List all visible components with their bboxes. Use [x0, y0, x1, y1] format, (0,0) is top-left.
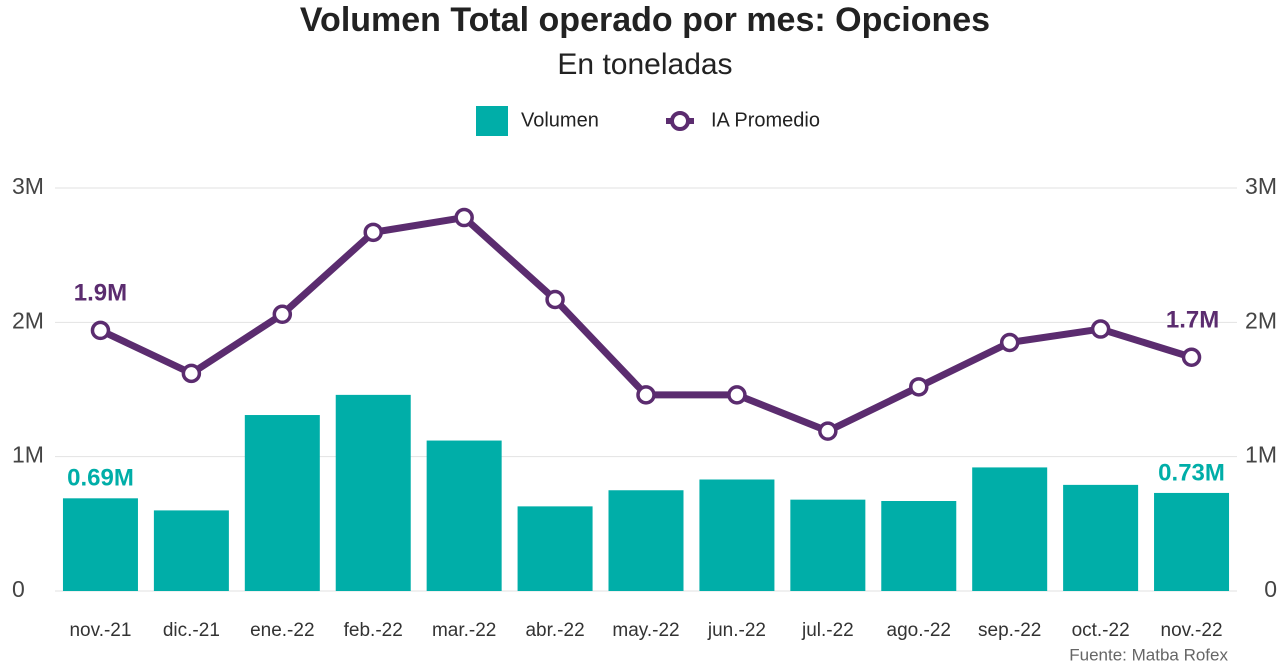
point	[90, 320, 111, 341]
x-tick-label: abr.-22	[525, 620, 584, 641]
point	[1181, 347, 1202, 368]
bar	[244, 415, 320, 591]
chart-title: Volumen Total operado por mes: Opciones	[300, 1, 990, 39]
bar	[881, 500, 957, 591]
point	[363, 222, 383, 243]
y-tick-label: 0	[12, 576, 25, 602]
x-tick-label: ene.-22	[250, 620, 314, 641]
point	[454, 207, 474, 228]
bar	[153, 510, 229, 591]
legend-swatch	[476, 106, 508, 136]
bar	[426, 440, 502, 591]
y-tick-label: 2M	[12, 307, 44, 333]
source: Fuente: Matba Rofex	[1069, 645, 1228, 664]
point	[272, 304, 293, 325]
y2-tick-label: 1M	[1245, 442, 1277, 468]
data-label: 1.7M	[1166, 307, 1219, 334]
point	[181, 363, 202, 384]
bar	[62, 498, 138, 591]
y2-tick-label: 2M	[1245, 307, 1277, 333]
bar	[972, 467, 1048, 591]
x-tick-label: may.-22	[612, 620, 679, 641]
point	[545, 289, 565, 310]
y-tick-label: 1M	[12, 442, 44, 468]
legend-swatch	[670, 111, 690, 131]
data-label: 0.69M	[67, 465, 134, 492]
y-tick-label: 3M	[12, 173, 44, 199]
chart-subtitle: En toneladas	[557, 48, 732, 81]
x-tick-label: jun.-22	[707, 620, 766, 641]
bar	[790, 499, 866, 591]
x-tick-label: nov.-21	[69, 620, 131, 641]
point	[1090, 319, 1111, 339]
x-tick-label: oct.-22	[1072, 620, 1130, 641]
legend-label: IA Promedio	[711, 109, 820, 131]
data-label: 1.9M	[74, 280, 127, 307]
bar	[608, 490, 684, 591]
x-tick-label: sep.-22	[978, 620, 1041, 641]
y2-tick-label: 0	[1264, 576, 1277, 602]
x-tick-label: dic.-21	[163, 620, 220, 641]
x-tick-label: mar.-22	[432, 620, 496, 641]
x-tick-label: jul.-22	[801, 620, 854, 641]
y2-tick-label: 3M	[1245, 173, 1277, 199]
point	[999, 332, 1020, 353]
point	[818, 421, 838, 441]
x-tick-label: feb.-22	[344, 620, 403, 641]
point	[636, 385, 656, 405]
point	[909, 377, 929, 397]
bar	[1154, 492, 1230, 591]
point	[727, 385, 747, 405]
x-tick-label: nov.-22	[1161, 620, 1223, 641]
bar	[335, 394, 411, 591]
bar	[517, 506, 593, 591]
legend-label: Volumen	[521, 109, 599, 131]
bar	[699, 479, 775, 591]
bar	[1063, 484, 1139, 591]
data-label: 0.73M	[1158, 459, 1225, 486]
x-tick-label: ago.-22	[887, 620, 951, 641]
